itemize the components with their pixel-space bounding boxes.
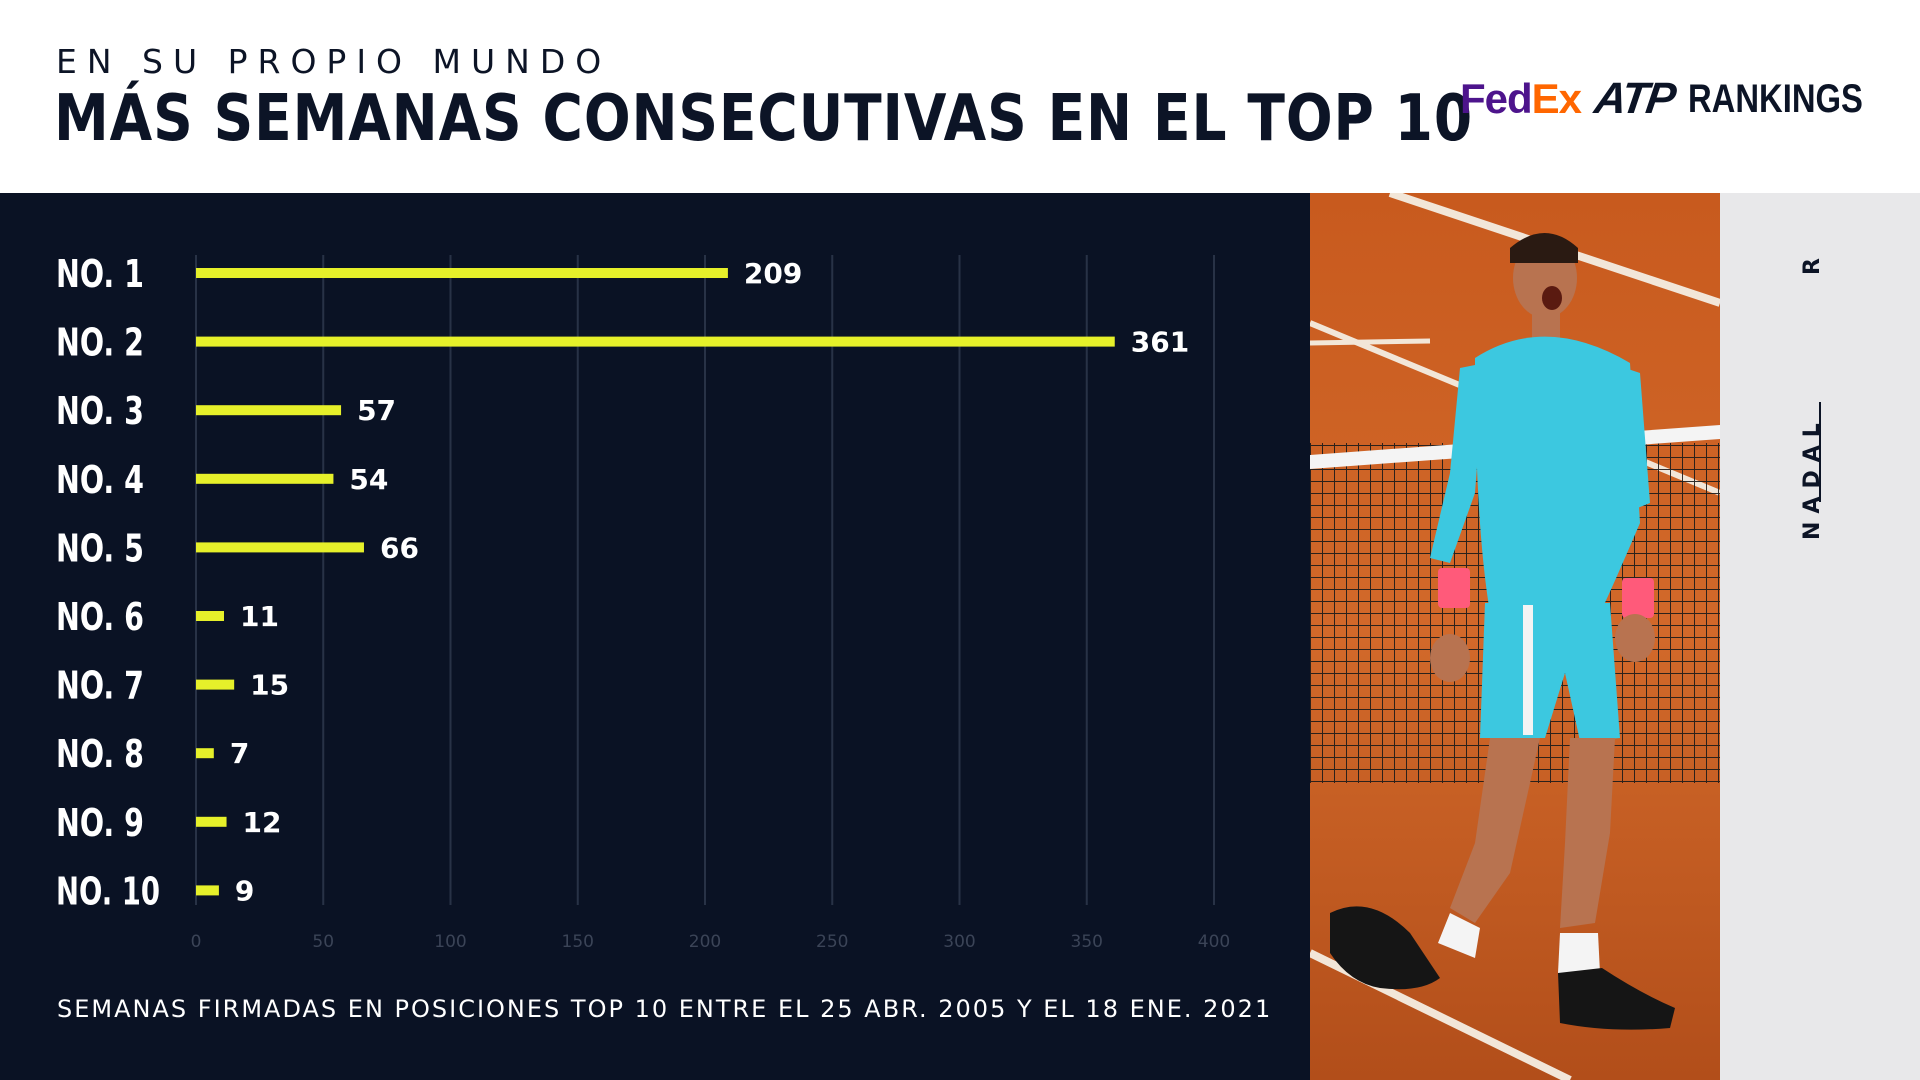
- bar: [196, 473, 334, 484]
- x-tick-label: 300: [943, 932, 975, 952]
- category-label: NO. 1: [56, 252, 144, 296]
- bar: [196, 885, 219, 896]
- category-label: NO. 2: [56, 321, 144, 365]
- logo-atp: ATP: [1591, 74, 1678, 123]
- bar: [196, 405, 342, 416]
- bar: [196, 611, 224, 621]
- category-label: NO. 3: [56, 389, 144, 433]
- category-label: NO. 10: [56, 869, 160, 913]
- side-panel: [1720, 193, 1920, 1080]
- x-tick-label: 350: [1071, 932, 1103, 952]
- bar: [196, 336, 1115, 347]
- logo-fed: Fed: [1460, 75, 1533, 122]
- player-surname: NADAL: [1800, 415, 1825, 540]
- x-tick-label: 50: [312, 932, 334, 952]
- data-label: 12: [243, 806, 282, 839]
- data-label: 66: [380, 531, 419, 564]
- category-label: NO. 5: [56, 526, 144, 570]
- name-divider: [1819, 402, 1821, 502]
- kicker-text: EN SU PROPIO MUNDO: [56, 42, 612, 81]
- category-label: NO. 9: [56, 801, 144, 845]
- player-initial: R: [1800, 250, 1825, 275]
- category-label: NO. 7: [56, 664, 144, 708]
- category-label: NO. 8: [56, 732, 144, 776]
- data-label: 361: [1131, 326, 1189, 359]
- x-tick-label: 400: [1198, 932, 1230, 952]
- data-label: 209: [744, 257, 802, 290]
- logo-ex: Ex: [1531, 75, 1582, 122]
- fedex-atp-rankings-logo: Fed Ex ATP RANKINGS: [1460, 74, 1901, 124]
- data-label: 54: [349, 463, 388, 496]
- bar: [196, 748, 214, 759]
- x-tick-label: 250: [816, 932, 848, 952]
- bar: [196, 679, 235, 690]
- bar-chart: 0 50 100 150 200 250 300 350 400 NO. 1 209 NO. 2 361…: [56, 252, 1230, 952]
- footnote: SEMANAS FIRMADAS EN POSICIONES TOP 10 EN…: [57, 995, 1273, 1023]
- x-tick-label: 200: [689, 932, 721, 952]
- player-photo: [1310, 193, 1720, 1080]
- logo-rankings: RANKINGS: [1687, 76, 1863, 121]
- category-label: NO. 6: [56, 595, 144, 639]
- bar: [196, 268, 728, 278]
- header: EN SU PROPIO MUNDO MÁS SEMANAS CONSECUTI…: [0, 0, 1920, 193]
- data-label: 15: [250, 669, 289, 702]
- data-label: 57: [357, 394, 396, 427]
- x-tick-label: 0: [191, 932, 202, 952]
- data-label: 9: [235, 874, 254, 907]
- x-tick-label: 150: [562, 932, 594, 952]
- chart-title: MÁS SEMANAS CONSECUTIVAS EN EL TOP 10: [54, 82, 1473, 156]
- x-tick-label: 100: [434, 932, 466, 952]
- category-label: NO. 4: [56, 458, 144, 502]
- data-label: 7: [230, 737, 249, 770]
- bar: [196, 542, 364, 553]
- player-name-vertical: NADAL R: [1800, 250, 1840, 550]
- data-label: 11: [240, 600, 279, 633]
- bar: [196, 816, 227, 827]
